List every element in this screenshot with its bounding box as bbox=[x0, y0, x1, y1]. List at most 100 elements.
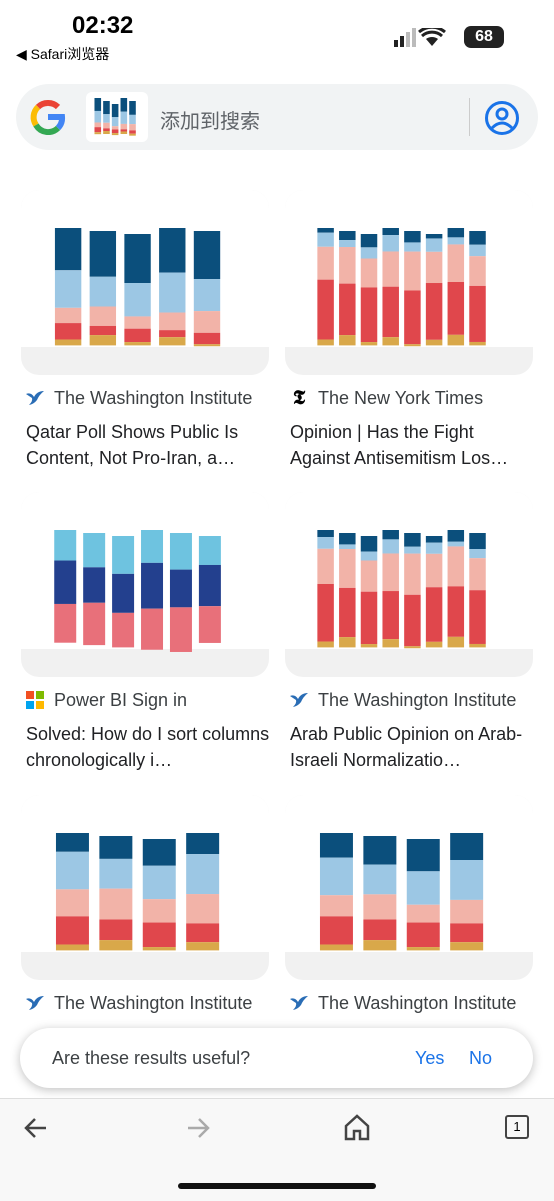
logo-square bbox=[36, 691, 44, 699]
result-thumbnail[interactable] bbox=[285, 492, 533, 677]
thumb-bar-segment bbox=[404, 533, 421, 547]
thumb-bar-segment bbox=[317, 537, 334, 549]
thumb-bar-segment bbox=[120, 111, 128, 124]
thumb-bar-segment bbox=[186, 923, 220, 943]
source-icon bbox=[26, 996, 44, 1010]
thumb-bar-segment bbox=[198, 536, 221, 565]
thumb-bar-segment bbox=[339, 283, 356, 336]
thumbnail-chart bbox=[285, 190, 533, 347]
thumb-bar-segment bbox=[382, 251, 399, 287]
thumb-bar-segment bbox=[317, 641, 334, 648]
thumb-bar-segment bbox=[111, 126, 119, 130]
thumb-bar-segment bbox=[360, 644, 378, 648]
logo-square bbox=[26, 691, 34, 699]
thumb-bar-segment bbox=[94, 98, 102, 111]
thumbnail-chart bbox=[285, 795, 533, 952]
result-source[interactable]: The Washington Institute bbox=[54, 388, 253, 408]
thumb-bar-segment bbox=[404, 553, 421, 595]
result-thumbnail[interactable] bbox=[21, 795, 269, 980]
thumb-bar-segment bbox=[54, 307, 82, 324]
forward-button[interactable] bbox=[184, 1115, 212, 1141]
thumb-bar-segment bbox=[89, 325, 117, 336]
search-placeholder[interactable]: 添加到搜索 bbox=[160, 111, 260, 133]
thumb-bar-segment bbox=[450, 860, 484, 900]
tabs-button[interactable]: 1 bbox=[505, 1115, 529, 1139]
thumb-bar-segment bbox=[94, 122, 102, 128]
result-title[interactable]: Arab Public Opinion on Arab-Israeli Norm… bbox=[290, 724, 523, 770]
thumb-bar-segment bbox=[404, 546, 421, 554]
home-button[interactable] bbox=[342, 1112, 372, 1142]
thumb-bar-segment bbox=[319, 916, 353, 945]
thumb-bar-segment bbox=[111, 117, 119, 127]
thumb-bar-segment bbox=[363, 940, 397, 951]
feedback-card bbox=[20, 1028, 533, 1088]
result-source[interactable]: The Washington Institute bbox=[54, 993, 253, 1013]
thumb-bar-segment bbox=[425, 251, 443, 284]
thumb-bar-segment bbox=[447, 334, 465, 346]
result-source[interactable]: The Washington Institute bbox=[318, 690, 517, 710]
thumb-bar-segment bbox=[99, 919, 133, 941]
result-title[interactable]: Opinion | Has the Fight Against Antisemi… bbox=[290, 422, 509, 468]
thumb-bar-segment bbox=[120, 98, 128, 112]
google-logo bbox=[30, 100, 65, 135]
result-source[interactable]: The New York Times bbox=[318, 388, 484, 408]
thumb-bar-segment bbox=[186, 894, 220, 924]
thumb-bar-segment bbox=[83, 602, 106, 646]
thumb-bar-segment bbox=[103, 114, 110, 123]
thumb-bar-segment bbox=[55, 851, 89, 890]
feedback-yes[interactable]: Yes bbox=[415, 1048, 445, 1068]
thumb-bar-segment bbox=[55, 944, 89, 951]
feedback-no[interactable]: No bbox=[469, 1048, 493, 1068]
result-title[interactable]: Qatar Poll Shows Public Is Content, Not … bbox=[26, 422, 239, 468]
thumb-bar-segment bbox=[103, 128, 110, 132]
thumb-bar-segment bbox=[339, 544, 356, 550]
back-button[interactable] bbox=[22, 1115, 50, 1141]
result-thumbnail[interactable] bbox=[21, 190, 269, 375]
thumb-bar-segment bbox=[103, 122, 110, 129]
divider bbox=[469, 98, 470, 136]
result-title[interactable]: Solved: How do I sort columns chronologi… bbox=[26, 724, 270, 770]
thumb-bar-segment bbox=[142, 947, 176, 951]
thumb-bar-segment bbox=[450, 923, 484, 943]
result-thumbnail[interactable] bbox=[285, 795, 533, 980]
profile-icon[interactable] bbox=[484, 100, 520, 136]
thumb-bar-segment bbox=[124, 328, 151, 343]
thumb-bar-segment bbox=[425, 641, 443, 648]
thumb-bar-segment bbox=[317, 584, 334, 642]
back-to-app[interactable]: ◀ Safari浏览器 bbox=[16, 46, 110, 62]
thumb-bar-segment bbox=[129, 101, 136, 115]
result-thumbnail[interactable] bbox=[21, 492, 269, 677]
thumb-bar-segment bbox=[141, 530, 164, 563]
result-source[interactable]: Power BI Sign in bbox=[54, 690, 188, 710]
thumb-bar-segment bbox=[55, 916, 89, 945]
thumb-bar-segment bbox=[447, 282, 465, 335]
thumb-bar-segment bbox=[186, 833, 220, 855]
thumb-bar-segment bbox=[469, 643, 486, 648]
thumbnail-chart bbox=[21, 795, 269, 952]
thumb-bar-segment bbox=[382, 337, 399, 346]
home-indicator bbox=[178, 1183, 376, 1189]
back-app-label: Safari浏览器 bbox=[30, 46, 110, 62]
thumb-bar-segment bbox=[142, 899, 176, 923]
thumb-bar-segment bbox=[103, 101, 110, 115]
result-source[interactable]: The Washington Institute bbox=[318, 993, 517, 1013]
thumb-bar-segment bbox=[382, 539, 399, 554]
thumb-bar-segment bbox=[469, 533, 486, 550]
thumb-bar-segment bbox=[363, 836, 397, 865]
source-icon bbox=[290, 693, 308, 707]
thumb-bar-segment bbox=[406, 839, 440, 872]
thumb-bar-segment bbox=[124, 342, 151, 346]
thumb-bar-segment bbox=[425, 587, 443, 642]
thumb-bar-segment bbox=[360, 258, 378, 288]
thumb-bar-segment bbox=[99, 888, 133, 920]
thumb-bar-segment bbox=[317, 279, 334, 340]
source-icon: 𝕿 bbox=[293, 388, 306, 408]
thumb-bar-segment bbox=[193, 332, 221, 345]
thumb-bar-segment bbox=[406, 947, 440, 951]
thumb-bar-segment bbox=[124, 283, 151, 317]
thumb-bar-segment bbox=[193, 279, 221, 312]
result-thumbnail[interactable] bbox=[285, 190, 533, 375]
thumb-bar-segment bbox=[469, 244, 486, 257]
thumb-bar-segment bbox=[112, 612, 135, 648]
